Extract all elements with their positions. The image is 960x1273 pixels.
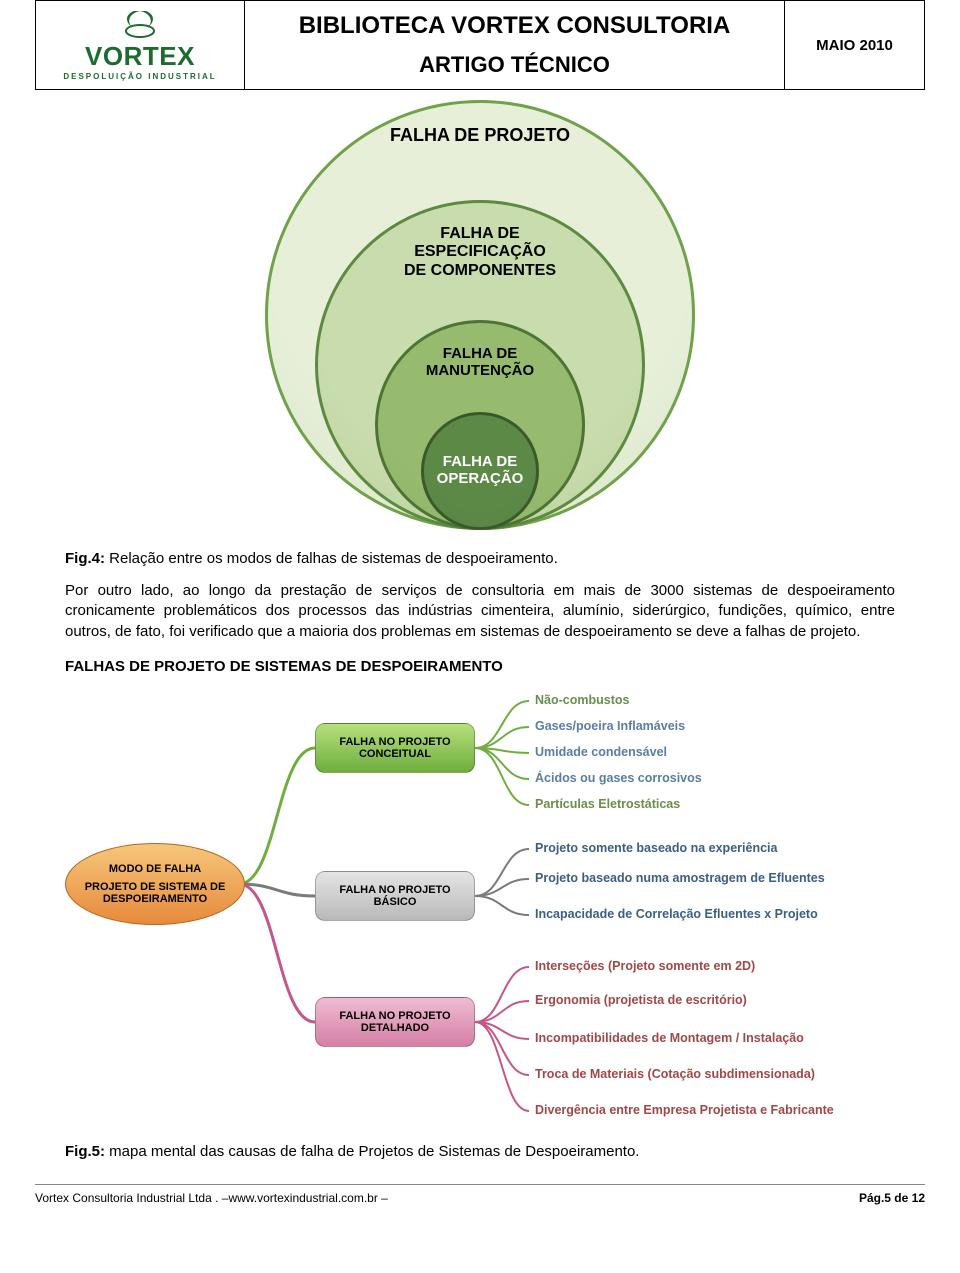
mindmap-root: MODO DE FALHAPROJETO DE SISTEMA DEDESPOE… [65, 843, 245, 925]
nested-ring-3: FALHA DEOPERAÇÃO [421, 412, 539, 530]
date-cell: MAIO 2010 [785, 0, 925, 89]
nested-diagram-wrap: FALHA DE PROJETO FALHA DEESPECIFICAÇÃODE … [35, 100, 925, 530]
title-cell: BIBLIOTECA VORTEX CONSULTORIA ARTIGO TÉC… [245, 0, 785, 89]
nested-ring-label-1: FALHA DEESPECIFICAÇÃODE COMPONENTES [318, 225, 642, 280]
nested-ring-label-0: FALHA DE PROJETO [268, 125, 692, 146]
logo-text: VORTEX [85, 41, 195, 72]
section-subheading: FALHAS DE PROJETO DE SISTEMAS DE DESPOEI… [65, 658, 895, 675]
fig5-num: Fig.5: [65, 1143, 105, 1160]
mindmap-leaf-0-4: Partículas Eletrostáticas [535, 797, 680, 811]
mindmap-leaf-2-2: Incompatibilidades de Montagem / Instala… [535, 1031, 804, 1045]
mindmap-leaf-1-0: Projeto somente baseado na experiência [535, 841, 777, 855]
mindmap-leaf-0-1: Gases/poeira Inflamáveis [535, 719, 685, 733]
mindmap: MODO DE FALHAPROJETO DE SISTEMA DEDESPOE… [65, 693, 935, 1123]
fig4-text: Relação entre os modos de falhas de sist… [109, 550, 558, 567]
page-footer: Vortex Consultoria Industrial Ltda . –ww… [35, 1184, 925, 1215]
mindmap-leaf-0-3: Ácidos ou gases corrosivos [535, 771, 702, 785]
body-paragraph: Por outro lado, ao longo da prestação de… [65, 581, 895, 642]
mindmap-wrap: MODO DE FALHAPROJETO DE SISTEMA DEDESPOE… [65, 693, 925, 1123]
mindmap-leaf-2-3: Troca de Materiais (Cotação subdimension… [535, 1067, 815, 1081]
mindmap-branch-0: FALHA NO PROJETOCONCEITUAL [315, 723, 475, 773]
footer-right: Pág.5 de 12 [859, 1191, 925, 1205]
fig4-num: Fig.4: [65, 550, 105, 567]
mindmap-leaf-2-4: Divergência entre Empresa Projetista e F… [535, 1103, 834, 1117]
mindmap-branch-2: FALHA NO PROJETODETALHADO [315, 997, 475, 1047]
fig4-caption: Fig.4: Relação entre os modos de falhas … [65, 550, 895, 567]
nested-ring-label-3: FALHA DEOPERAÇÃO [424, 453, 536, 488]
mindmap-leaf-1-1: Projeto baseado numa amostragem de Eflue… [535, 871, 825, 885]
footer-left: Vortex Consultoria Industrial Ltda . –ww… [35, 1191, 388, 1205]
vortex-swirl-icon [120, 9, 160, 41]
logo-cell: VORTEX DESPOLUIÇÃO INDUSTRIAL [35, 0, 245, 89]
mindmap-leaf-1-2: Incapacidade de Correlação Efluentes x P… [535, 907, 818, 921]
fig5-caption: Fig.5: mapa mental das causas de falha d… [65, 1143, 895, 1160]
logo-subtitle: DESPOLUIÇÃO INDUSTRIAL [63, 72, 216, 81]
header-row: VORTEX DESPOLUIÇÃO INDUSTRIAL BIBLIOTECA… [35, 0, 925, 90]
mindmap-leaf-0-0: Não-combustos [535, 693, 629, 707]
mindmap-branch-1: FALHA NO PROJETOBÁSICO [315, 871, 475, 921]
nested-ring-label-2: FALHA DEMANUTENÇÃO [378, 345, 582, 380]
mindmap-leaf-2-1: Ergonomia (projetista de escritório) [535, 993, 747, 1007]
mindmap-leaf-2-0: Interseções (Projeto somente em 2D) [535, 959, 755, 973]
doc-title-2: ARTIGO TÉCNICO [419, 52, 610, 78]
fig5-text: mapa mental das causas de falha de Proje… [109, 1143, 639, 1160]
doc-title-1: BIBLIOTECA VORTEX CONSULTORIA [299, 12, 731, 40]
nested-diagram: FALHA DE PROJETO FALHA DEESPECIFICAÇÃODE … [250, 100, 710, 530]
mindmap-leaf-0-2: Umidade condensável [535, 745, 667, 759]
